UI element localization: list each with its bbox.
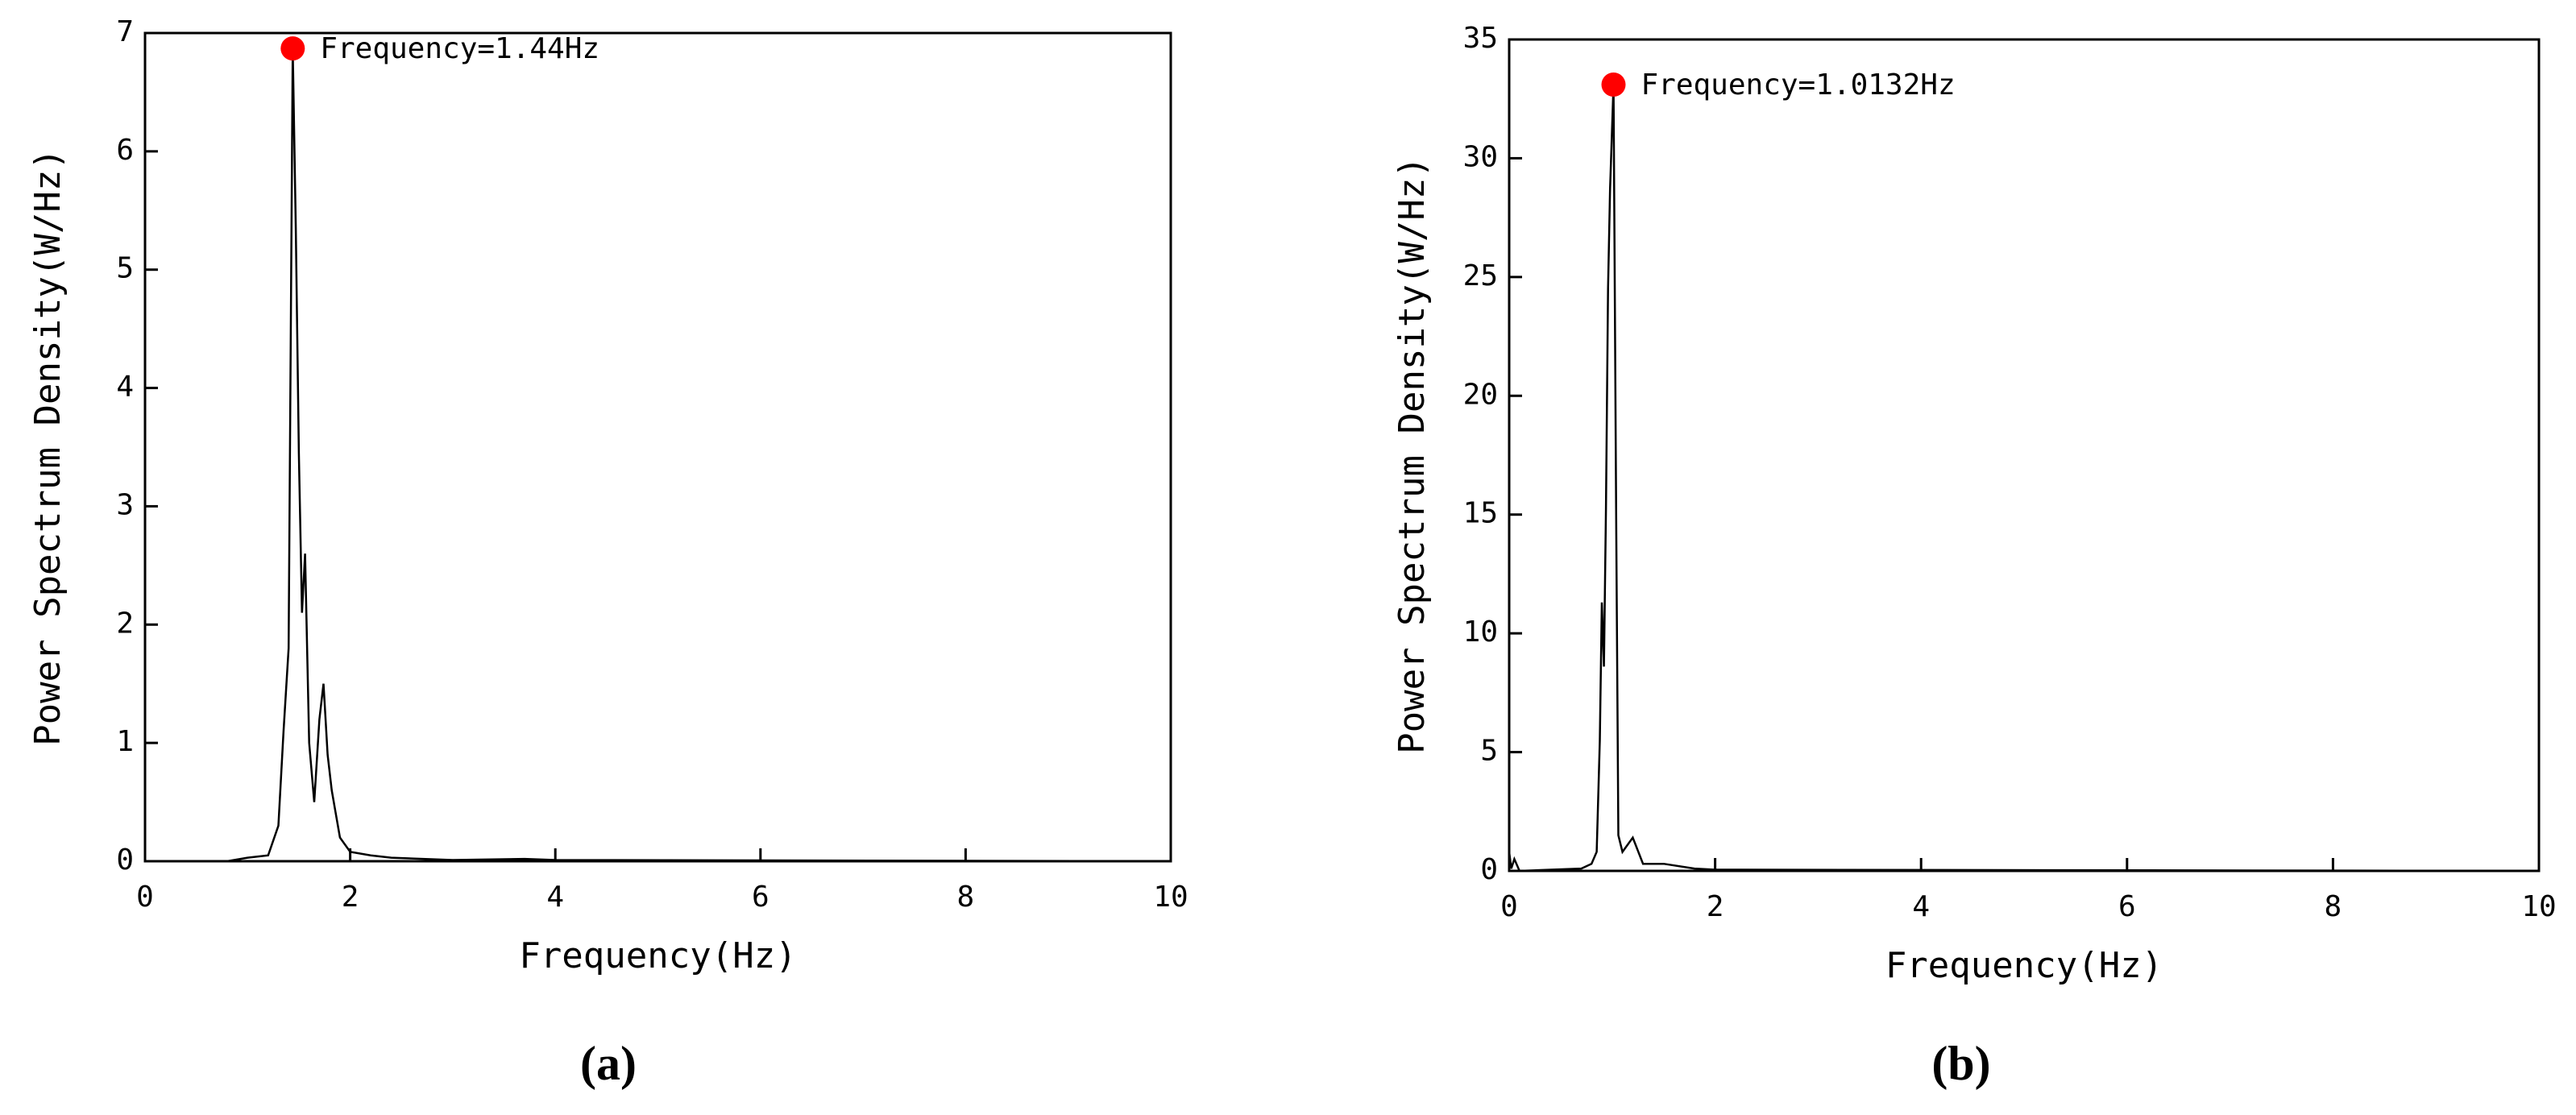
x-tick-label: 0 bbox=[136, 881, 154, 914]
y-tick-label: 7 bbox=[116, 15, 134, 48]
y-tick-label: 1 bbox=[116, 725, 134, 758]
y-axis-label: Power Spectrum Density(W/Hz) bbox=[27, 148, 68, 746]
x-tick-label: 2 bbox=[1707, 890, 1724, 923]
y-tick-label: 3 bbox=[116, 488, 134, 521]
plot-frame bbox=[1508, 38, 2541, 873]
panel-caption: (a) bbox=[580, 1037, 637, 1090]
peak-marker bbox=[280, 36, 305, 61]
panel-caption: (b) bbox=[1931, 1037, 1990, 1090]
x-tick-label: 0 bbox=[1500, 890, 1518, 923]
x-tick-label: 4 bbox=[546, 881, 564, 914]
x-tick-label: 10 bbox=[2521, 890, 2556, 923]
x-tick-label: 6 bbox=[752, 881, 769, 914]
peak-label: Frequency=1.44Hz bbox=[320, 32, 599, 65]
y-tick-label: 6 bbox=[116, 134, 134, 167]
y-tick-label: 2 bbox=[116, 607, 134, 640]
spectrum-line bbox=[226, 48, 1172, 863]
y-tick-label: 0 bbox=[116, 844, 134, 877]
x-tick-label: 2 bbox=[342, 881, 359, 914]
x-tick-label: 4 bbox=[1912, 890, 1930, 923]
x-tick-label: 8 bbox=[957, 881, 975, 914]
x-tick-label: 6 bbox=[2118, 890, 2136, 923]
x-axis-label: Frequency(Hz) bbox=[1885, 945, 2163, 986]
x-tick-label: 10 bbox=[1153, 881, 1188, 914]
y-tick-label: 15 bbox=[1463, 497, 1498, 530]
y-tick-label: 4 bbox=[116, 371, 134, 404]
x-tick-label: 8 bbox=[2325, 890, 2342, 923]
y-tick-label: 0 bbox=[1480, 853, 1498, 886]
y-tick-label: 25 bbox=[1463, 259, 1498, 292]
y-tick-label: 5 bbox=[116, 252, 134, 285]
y-tick-label: 5 bbox=[1480, 735, 1498, 768]
y-tick-label: 20 bbox=[1463, 378, 1498, 411]
x-axis-label: Frequency(Hz) bbox=[519, 935, 796, 976]
y-axis-label: Power Spectrum Density(W/Hz) bbox=[1392, 156, 1433, 754]
y-tick-label: 10 bbox=[1463, 616, 1498, 649]
y-tick-label: 30 bbox=[1463, 140, 1498, 173]
spectrum-line bbox=[1508, 84, 2540, 873]
peak-marker bbox=[1601, 73, 1626, 97]
peak-label: Frequency=1.0132Hz bbox=[1641, 68, 1955, 102]
y-tick-label: 35 bbox=[1463, 22, 1498, 55]
